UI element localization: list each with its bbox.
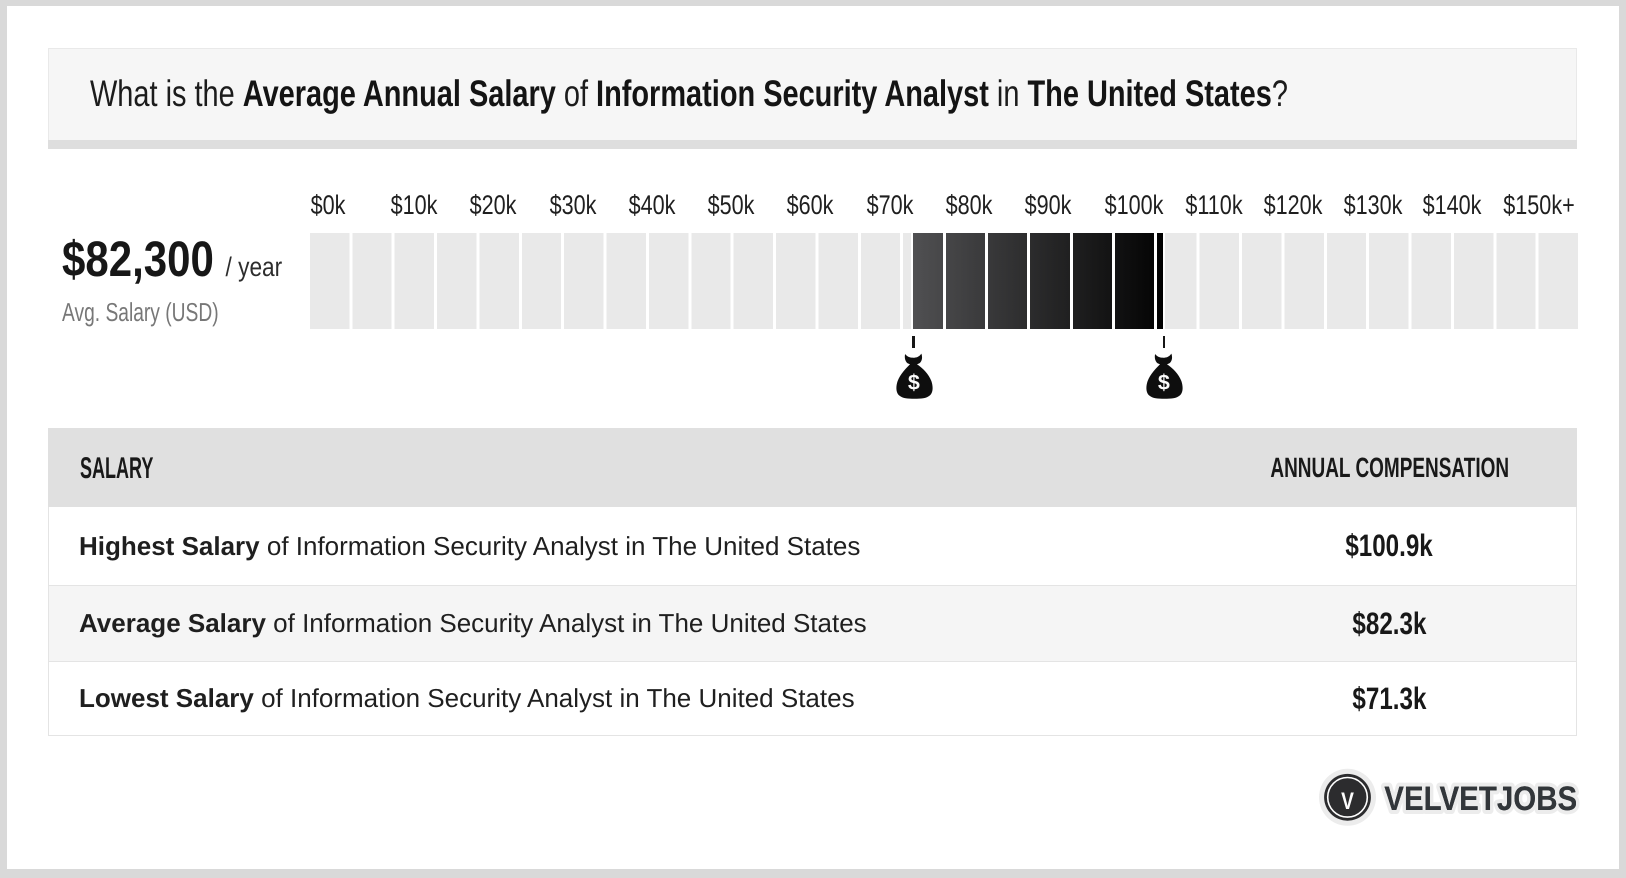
svg-text:$: $ bbox=[908, 370, 920, 394]
svg-text:VELVETJOBS: VELVETJOBS bbox=[1384, 780, 1577, 818]
svg-text:V: V bbox=[1341, 788, 1354, 815]
svg-text:$: $ bbox=[1158, 370, 1170, 394]
svg-text:VELVETJOBS: VELVETJOBS bbox=[1384, 780, 1577, 818]
